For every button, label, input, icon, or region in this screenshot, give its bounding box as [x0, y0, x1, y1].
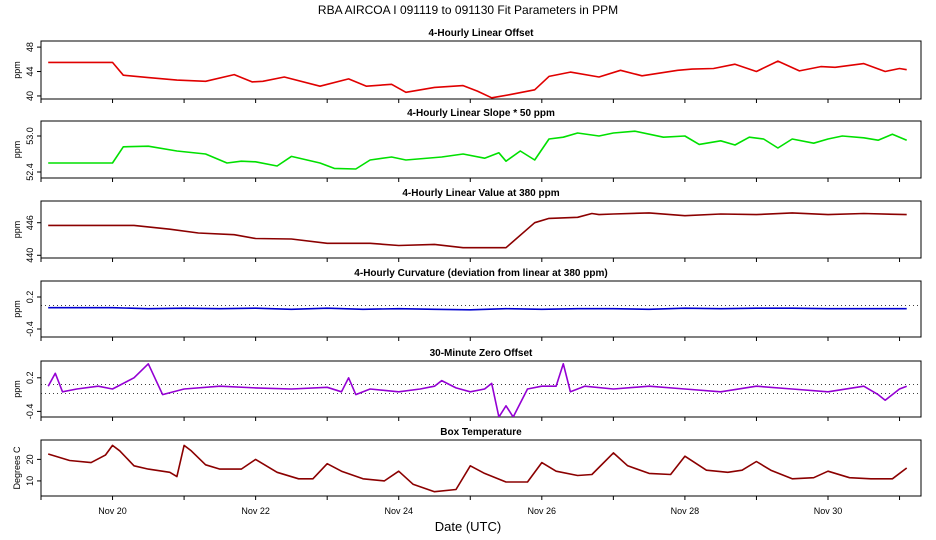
x-tick-label: Nov 26 [528, 506, 557, 516]
y-tick-label: 48 [25, 42, 35, 52]
y-tick-label: 0.2 [25, 291, 35, 304]
panel-title: 4-Hourly Curvature (deviation from linea… [354, 268, 607, 279]
y-axis-label: ppm [12, 380, 22, 398]
y-tick-label: 20 [25, 454, 35, 464]
x-axis: Nov 20 Nov 22 Nov 24 Nov 26 Nov 28 Nov 30 [98, 506, 842, 516]
x-tick-label: Nov 24 [384, 506, 413, 516]
panels: 4-Hourly Linear Offsetppm4044484-Hourly … [12, 28, 922, 500]
x-tick-label: Nov 30 [814, 506, 843, 516]
y-tick-label: 40 [25, 91, 35, 101]
chart-panel-1: 4-Hourly Linear Offset ppm 40 44 48 [12, 28, 922, 103]
chart-panel-6: Box Temperature Degrees C 10 20 [12, 427, 922, 500]
plot-frame [40, 40, 922, 100]
y-axis-label: ppm [12, 300, 22, 318]
chart-panel-4: 4-Hourly Curvature (deviation from linea… [12, 268, 922, 341]
plot-frame [40, 120, 922, 179]
y-tick-label: 52.4 [25, 163, 35, 181]
y-tick-label: 44 [25, 67, 35, 77]
panel-title: 4-Hourly Linear Offset [428, 28, 534, 39]
series-line-linear-slope [48, 130, 908, 170]
y-tick-label: 0.2 [25, 372, 35, 385]
plot-frame [40, 439, 922, 497]
y-axis-label: ppm [12, 141, 22, 159]
x-tick-label: Nov 20 [98, 506, 127, 516]
y-axis-label: ppm [12, 61, 22, 79]
panel-title: 30-Minute Zero Offset [430, 348, 533, 359]
series-line-box-temperature [47, 444, 908, 493]
y-tick-label: 53.0 [25, 127, 35, 145]
y-tick-label: 446 [25, 215, 35, 230]
series-line-curvature [48, 306, 907, 311]
series-line-linear-offset [48, 60, 907, 99]
plot-frame [40, 280, 922, 338]
y-axis-label: ppm [12, 221, 22, 239]
panel-title: Box Temperature [440, 427, 522, 438]
figure-title: RBA AIRCOA I 091119 to 091130 Fit Parame… [318, 3, 618, 17]
chart-panel-5: 30-Minute Zero Offset ppm-0.4 0.2 [12, 348, 922, 421]
y-tick-label: -0.4 [25, 321, 35, 337]
y-tick-label: 10 [25, 476, 35, 486]
panel-title: 4-Hourly Linear Slope * 50 ppm [407, 108, 555, 119]
y-tick-label: -0.4 [25, 404, 35, 420]
plot-frame [40, 200, 922, 259]
x-axis-label: Date (UTC) [435, 519, 501, 534]
x-tick-label: Nov 22 [241, 506, 270, 516]
series-line-linear-value [48, 212, 907, 249]
panel-title: 4-Hourly Linear Value at 380 ppm [402, 188, 559, 199]
x-tick-label: Nov 28 [671, 506, 700, 516]
y-tick-label: 440 [25, 248, 35, 263]
series-line-zero-offset [47, 362, 907, 417]
y-axis-label: Degrees C [12, 446, 22, 490]
plot-frame [40, 360, 922, 418]
